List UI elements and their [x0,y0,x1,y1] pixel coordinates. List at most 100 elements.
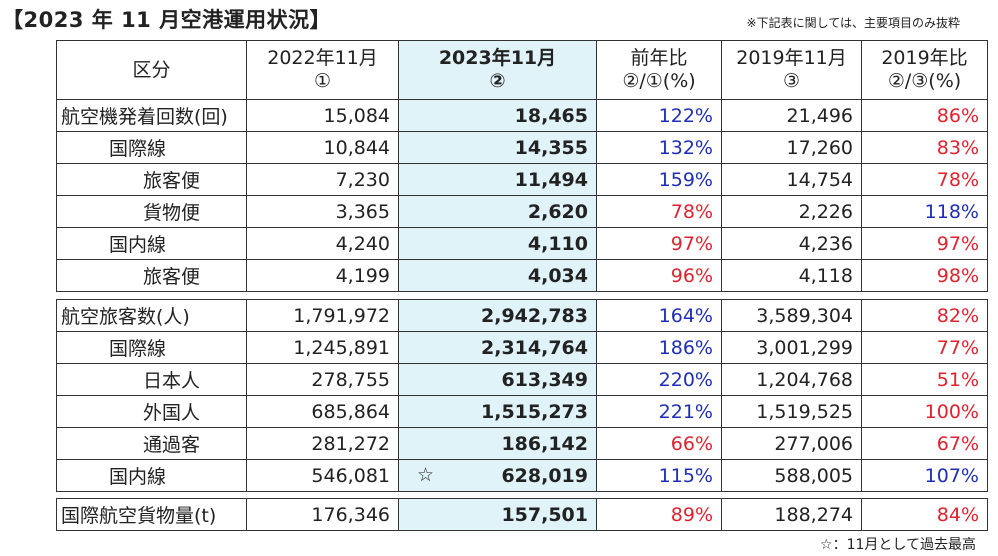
header-category: 区分 [56,40,247,100]
vs2019-ratio: 98% [861,259,988,292]
yoy-ratio: 132% [596,131,722,164]
value-2019: 4,236 [721,227,862,260]
header-yoy: 前年比 ②/①(%) [596,40,722,100]
value-2023: 14,355 [398,131,597,164]
row-label: 旅客便 [56,259,247,292]
value-2022: 281,272 [246,427,399,460]
aircraft-movements-table: 航空機発着回数(回) 15,084 18,465 122% 21,496 86% 国際線 10… [56,99,988,292]
value-2023: 186,142 [398,427,597,460]
value-2022: 15,084 [246,99,399,132]
vs2019-ratio: 77% [861,331,988,364]
value-2019: 21,496 [721,99,862,132]
table-row: 日本人 278,755 613,349 220% 1,204,768 51% [56,363,988,396]
value-2022: 685,864 [246,395,399,428]
value-2019: 188,274 [721,498,862,531]
row-label: 通過客 [56,427,247,460]
value-2019: 4,118 [721,259,862,292]
value-2022: 4,199 [246,259,399,292]
yoy-ratio: 159% [596,163,722,196]
value-2019: 3,589,304 [721,299,862,332]
table-row: 通過客 281,272 186,142 66% 277,006 67% [56,427,988,460]
header-2023: 2023年11月 ② [398,40,597,100]
value-2019: 1,204,768 [721,363,862,396]
value-2023: 4,034 [398,259,597,292]
yoy-ratio: 186% [596,331,722,364]
table-row: 旅客便 4,199 4,034 96% 4,118 98% [56,259,988,292]
yoy-ratio: 89% [596,498,722,531]
value-2019: 588,005 [721,459,862,492]
value-2023: 2,314,764 [398,331,597,364]
vs2019-ratio: 82% [861,299,988,332]
value-2023: 1,515,273 [398,395,597,428]
table-row: 航空旅客数(人) 1,791,972 2,942,783 164% 3,589,304 8… [56,299,988,332]
value-2022: 278,755 [246,363,399,396]
table-row: 旅客便 7,230 11,494 159% 14,754 78% [56,163,988,196]
table-row: 航空機発着回数(回) 15,084 18,465 122% 21,496 86% [56,99,988,132]
table-header: 区分 2022年11月 ① 2023年11月 ② 前年比 ②/①(%) 2019年11… [56,40,988,100]
cargo-table: 国際航空貨物量(t) 176,346 157,501 89% 188,274 84% [56,498,988,531]
passengers-table: 航空旅客数(人) 1,791,972 2,942,783 164% 3,589,304 8… [56,299,988,492]
vs2019-ratio: 86% [861,99,988,132]
table-row: 国際線 1,245,891 2,314,764 186% 3,001,299 77% [56,331,988,364]
vs2019-ratio: 84% [861,498,988,531]
row-label: 外国人 [56,395,247,428]
row-label: 国際線 [56,131,247,164]
yoy-ratio: 96% [596,259,722,292]
value-2022: 1,245,891 [246,331,399,364]
value-2019: 14,754 [721,163,862,196]
record-note: ☆：11月として過去最高 [820,537,976,553]
vs2019-ratio: 67% [861,427,988,460]
value-2019: 2,226 [721,195,862,228]
header-vs2019: 2019年比 ②/③(%) [861,40,988,100]
row-label: 航空機発着回数(回) [56,99,247,132]
vs2019-ratio: 100% [861,395,988,428]
vs2019-ratio: 97% [861,227,988,260]
excerpt-note: ※下記表に関しては、主要項目のみ抜粋 [746,16,960,30]
table-row: 国際線 10,844 14,355 132% 17,260 83% [56,131,988,164]
vs2019-ratio: 107% [861,459,988,492]
row-label: 国内線 [56,459,247,492]
value-2023: 613,349 [398,363,597,396]
value-2022: 546,081 [246,459,399,492]
page-title: 【2023 年 11 月空港運用状況】 [2,8,332,32]
yoy-ratio: 115% [596,459,722,492]
header-2019: 2019年11月 ③ [721,40,862,100]
value-2022: 4,240 [246,227,399,260]
table-row: 国内線 4,240 4,110 97% 4,236 97% [56,227,988,260]
value-2022: 10,844 [246,131,399,164]
value-2023: 4,110 [398,227,597,260]
value-2023: 157,501 [398,498,597,531]
row-label: 国際航空貨物量(t) [56,498,247,531]
table-row: 外国人 685,864 1,515,273 221% 1,519,525 100% [56,395,988,428]
value-2023: ☆ 628,019 [398,459,597,492]
vs2019-ratio: 83% [861,131,988,164]
value-2023: 2,942,783 [398,299,597,332]
row-label: 国際線 [56,331,247,364]
value-2022: 7,230 [246,163,399,196]
vs2019-ratio: 118% [861,195,988,228]
table-row: 国内線 546,081 ☆ 628,019 115% 588,005 107% [56,459,988,492]
value-2023: 11,494 [398,163,597,196]
value-2022: 1,791,972 [246,299,399,332]
value-2019: 3,001,299 [721,331,862,364]
row-label: 国内線 [56,227,247,260]
value-2019: 17,260 [721,131,862,164]
yoy-ratio: 221% [596,395,722,428]
header-2022: 2022年11月 ① [246,40,399,100]
record-star-icon: ☆ [417,464,435,486]
yoy-ratio: 122% [596,99,722,132]
value-2022: 176,346 [246,498,399,531]
yoy-ratio: 164% [596,299,722,332]
yoy-ratio: 220% [596,363,722,396]
row-label: 日本人 [56,363,247,396]
vs2019-ratio: 51% [861,363,988,396]
yoy-ratio: 78% [596,195,722,228]
value-2019: 1,519,525 [721,395,862,428]
value-2023: 18,465 [398,99,597,132]
value-2022: 3,365 [246,195,399,228]
yoy-ratio: 97% [596,227,722,260]
row-label: 貨物便 [56,195,247,228]
value-2023: 2,620 [398,195,597,228]
yoy-ratio: 66% [596,427,722,460]
table-row: 国際航空貨物量(t) 176,346 157,501 89% 188,274 84% [56,498,988,531]
